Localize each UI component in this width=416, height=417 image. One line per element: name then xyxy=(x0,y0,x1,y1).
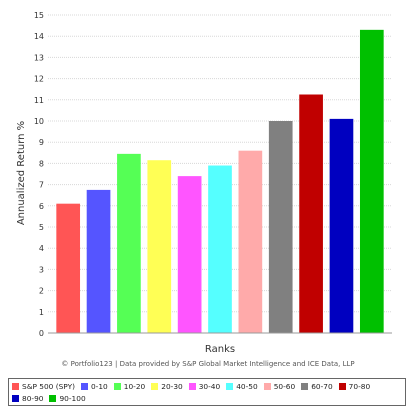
y-tick-label: 9 xyxy=(39,138,44,147)
legend-label: 40-50 xyxy=(236,382,258,391)
legend-item[interactable]: 0-10 xyxy=(80,381,108,392)
y-tick-label: 5 xyxy=(39,223,44,232)
legend-item[interactable]: 10-20 xyxy=(113,381,146,392)
y-tick-label: 0 xyxy=(39,329,44,338)
legend-item[interactable]: 20-30 xyxy=(151,381,183,392)
bar-0-10[interactable] xyxy=(86,189,111,333)
legend-item[interactable]: 30-40 xyxy=(188,381,221,392)
bar-20-30[interactable] xyxy=(147,160,172,333)
legend-label: 0-10 xyxy=(90,382,108,391)
legend-swatch xyxy=(263,383,271,390)
legend-swatch xyxy=(113,383,121,390)
legend-label: 60-70 xyxy=(311,382,333,391)
bar-s-p-500-spy[interactable] xyxy=(56,203,81,333)
legend-label: 50-60 xyxy=(273,382,296,391)
legend-label: S&P 500 (SPY) xyxy=(22,382,75,391)
legend-item[interactable]: 90-100 xyxy=(49,393,86,404)
x-axis-title: Ranks xyxy=(205,344,235,355)
y-tick-label: 13 xyxy=(34,53,44,62)
y-tick-label: 14 xyxy=(34,32,44,41)
legend-label: 70-80 xyxy=(348,382,371,391)
y-tick-label: 4 xyxy=(39,244,44,253)
legend-item[interactable]: S&P 500 (SPY) xyxy=(12,381,75,392)
legend-swatch xyxy=(188,383,196,390)
legend-label: 90-100 xyxy=(59,394,86,403)
bar-70-80[interactable] xyxy=(299,94,323,334)
legend-label: 80-90 xyxy=(22,394,44,403)
legend-swatch xyxy=(151,383,159,390)
y-tick-label: 11 xyxy=(34,96,44,105)
legend-item[interactable]: 50-60 xyxy=(263,381,296,392)
legend-item[interactable]: 40-50 xyxy=(226,381,258,392)
y-tick-label: 1 xyxy=(39,308,44,317)
legend-swatch xyxy=(12,383,19,390)
legend-item[interactable]: 70-80 xyxy=(338,381,371,392)
bar-40-50[interactable] xyxy=(208,165,232,333)
data-credit: © Portfolio123 | Data provided by S&P Gl… xyxy=(61,360,355,368)
legend-swatch xyxy=(49,395,57,402)
y-tick-label: 2 xyxy=(39,287,44,296)
bars xyxy=(56,29,384,334)
y-tick-label: 7 xyxy=(39,181,44,190)
legend-item[interactable]: 60-70 xyxy=(301,381,333,392)
legend-label: 10-20 xyxy=(123,382,146,391)
legend: S&P 500 (SPY) 0-10 10-20 20-30 30-40 40-50 50-… xyxy=(8,378,406,406)
y-tick-label: 8 xyxy=(39,159,44,168)
bar-50-60[interactable] xyxy=(238,150,263,333)
y-axis-title: Annualized Return % xyxy=(16,121,27,225)
y-tick-label: 12 xyxy=(34,75,44,84)
y-tick-label: 6 xyxy=(39,202,44,211)
legend-swatch xyxy=(80,383,88,390)
legend-label: 20-30 xyxy=(161,382,183,391)
bar-80-90[interactable] xyxy=(329,118,354,333)
y-tick-label: 3 xyxy=(39,265,44,274)
legend-swatch xyxy=(226,383,234,390)
legend-swatch xyxy=(301,383,309,390)
bar-60-70[interactable] xyxy=(268,121,293,333)
legend-item[interactable]: 80-90 xyxy=(12,393,43,404)
y-tick-label: 10 xyxy=(34,117,44,126)
legend-swatch xyxy=(12,395,19,402)
bar-10-20[interactable] xyxy=(117,153,141,333)
bar-30-40[interactable] xyxy=(177,176,202,333)
legend-swatch xyxy=(338,383,346,390)
y-tick-label: 15 xyxy=(34,11,44,20)
legend-label: 30-40 xyxy=(198,382,221,391)
bar-90-100[interactable] xyxy=(359,29,384,334)
